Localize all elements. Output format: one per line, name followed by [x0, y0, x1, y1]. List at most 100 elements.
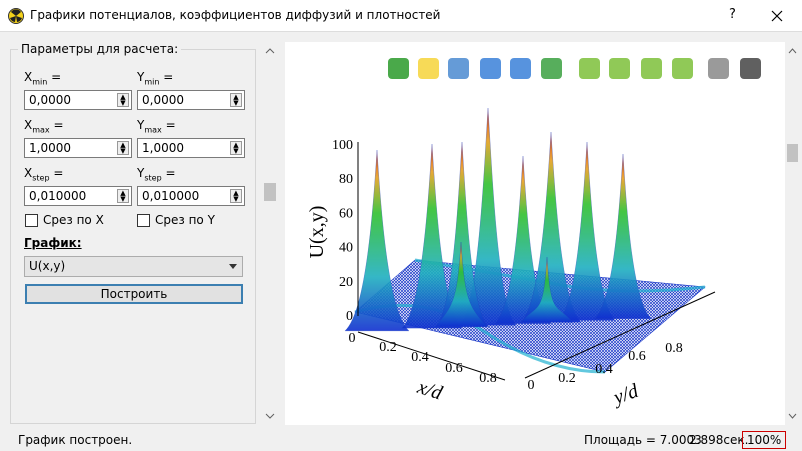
field-sub: step	[144, 173, 162, 183]
surface-peak	[344, 149, 410, 332]
equals-sign: =	[53, 166, 64, 180]
spin-arrows: ▲ ▼	[230, 93, 242, 107]
toolbar-button[interactable]	[641, 58, 662, 79]
y-tick-label: 0.6	[628, 349, 646, 364]
spin-box[interactable]: 0,010000 ▲ ▼	[137, 186, 245, 206]
equals-sign: =	[163, 70, 174, 84]
spin-arrows: ▲ ▼	[230, 141, 242, 155]
x-tick-label: 0.4	[411, 350, 429, 365]
field-name: X	[24, 166, 33, 180]
spin-arrows: ▲ ▼	[230, 189, 242, 203]
scrollbar[interactable]	[785, 42, 800, 425]
z-axis-label: U(x,y)	[306, 206, 328, 259]
field-name: X	[24, 70, 33, 84]
z-tick-label: 40	[339, 241, 353, 256]
equals-sign: =	[53, 118, 64, 132]
field-sub: max	[144, 125, 162, 135]
help-button[interactable]: ?	[729, 7, 736, 22]
build-button[interactable]: Построить	[25, 284, 243, 304]
field-sub: step	[32, 173, 50, 183]
field-label: Ymax =	[137, 118, 176, 134]
x-tick-label: 0.2	[379, 340, 397, 355]
x-axis-label: x/d	[414, 376, 446, 405]
status-time: 2.898сек.	[689, 433, 749, 447]
select-value: U(x,y)	[29, 259, 66, 273]
spin-box[interactable]: 1,0000 ▲ ▼	[24, 138, 132, 158]
field-value: 0,010000	[29, 189, 87, 203]
checkbox-label[interactable]: Срез по Y	[155, 213, 215, 227]
field-name: Y	[137, 70, 145, 84]
field-value: 0,0000	[142, 93, 184, 107]
field-label: Ystep =	[137, 166, 176, 182]
surface-peak	[520, 256, 574, 323]
surface-plot	[344, 107, 706, 374]
spin-box[interactable]: 0,0000 ▲ ▼	[137, 90, 245, 110]
toolbar-button[interactable]	[510, 58, 531, 79]
spin-arrows: ▲ ▼	[117, 93, 129, 107]
scrollbar-graphics	[787, 48, 798, 419]
x-tick-label: 0.6	[445, 361, 463, 376]
checkbox-label[interactable]: Срез по X	[43, 213, 104, 227]
x-tick-label: 0.8	[479, 371, 497, 386]
y-tick-label: 0	[528, 378, 535, 393]
spin-arrows: ▲ ▼	[117, 189, 129, 203]
field-label: Xstep =	[24, 166, 63, 182]
toolbar-button[interactable]	[740, 58, 761, 79]
checkbox[interactable]	[25, 214, 38, 227]
axes: 0 20 40 60 80 100 0 0.2 0.4 0.6 0.8 0 0.2 0.4 0.6 0.8 U(…	[306, 138, 716, 410]
field-label: Xmax =	[24, 118, 64, 134]
spin-box[interactable]: 0,010000 ▲ ▼	[24, 186, 132, 206]
z-tick-label: 80	[339, 172, 353, 187]
equals-sign: =	[51, 70, 62, 84]
scrollbar[interactable]	[262, 42, 278, 425]
axis-lines	[357, 142, 716, 381]
field-label: Ymin =	[137, 70, 173, 86]
toolbar-button[interactable]	[418, 58, 439, 79]
field-value: 0,0000	[29, 93, 71, 107]
params-legend: Параметры для расчета:	[18, 42, 182, 56]
spin-box[interactable]: 0,0000 ▲ ▼	[24, 90, 132, 110]
graph-label: График:	[24, 236, 82, 250]
toolbar-button[interactable]	[672, 58, 693, 79]
field-name: Y	[137, 118, 145, 132]
field-value: 1,0000	[142, 141, 184, 155]
x-tick-label: 0	[349, 331, 356, 346]
toolbar-button[interactable]	[541, 58, 562, 79]
field-sub: max	[32, 125, 50, 135]
toolbar-button[interactable]	[388, 58, 409, 79]
field-name: X	[24, 118, 33, 132]
toolbar-button[interactable]	[448, 58, 469, 79]
field-value: 0,010000	[142, 189, 200, 203]
status-message: График построен.	[18, 433, 133, 447]
field-label: Xmin =	[24, 70, 61, 86]
window-title: Графики потенциалов, коэффициентов диффу…	[30, 8, 441, 22]
y-tick-label: 0.2	[558, 371, 576, 386]
field-name: Y	[137, 166, 145, 180]
status-area: Площадь = 7.0003	[584, 433, 702, 447]
z-tick-label: 60	[339, 206, 353, 221]
scrollbar-graphics	[264, 48, 276, 419]
close-button[interactable]	[771, 10, 783, 22]
spin-arrows: ▲ ▼	[117, 141, 129, 155]
surface-peak	[520, 131, 582, 323]
toolbar-button[interactable]	[609, 58, 630, 79]
app-icon	[8, 8, 24, 24]
toolbar-button[interactable]	[480, 58, 501, 79]
title-bar: Графики потенциалов, коэффициентов диффу…	[0, 0, 802, 32]
toolbar-button[interactable]	[579, 58, 600, 79]
status-bar: График построен. Площадь = 7.0003 2.898с…	[0, 428, 802, 451]
equals-sign: =	[165, 118, 176, 132]
surface-peak	[558, 141, 616, 321]
surface-peak	[435, 141, 489, 327]
spin-box[interactable]: 1,0000 ▲ ▼	[137, 138, 245, 158]
field-sub: min	[144, 77, 160, 87]
equals-sign: =	[165, 166, 176, 180]
y-tick-label: 0.4	[595, 362, 613, 377]
graph-select[interactable]: U(x,y)	[24, 256, 243, 277]
toolbar-button[interactable]	[708, 58, 729, 79]
z-tick-label: 20	[339, 275, 353, 290]
checkbox[interactable]	[137, 214, 150, 227]
surface-peak	[459, 107, 517, 326]
z-tick-label: 0	[346, 309, 353, 324]
